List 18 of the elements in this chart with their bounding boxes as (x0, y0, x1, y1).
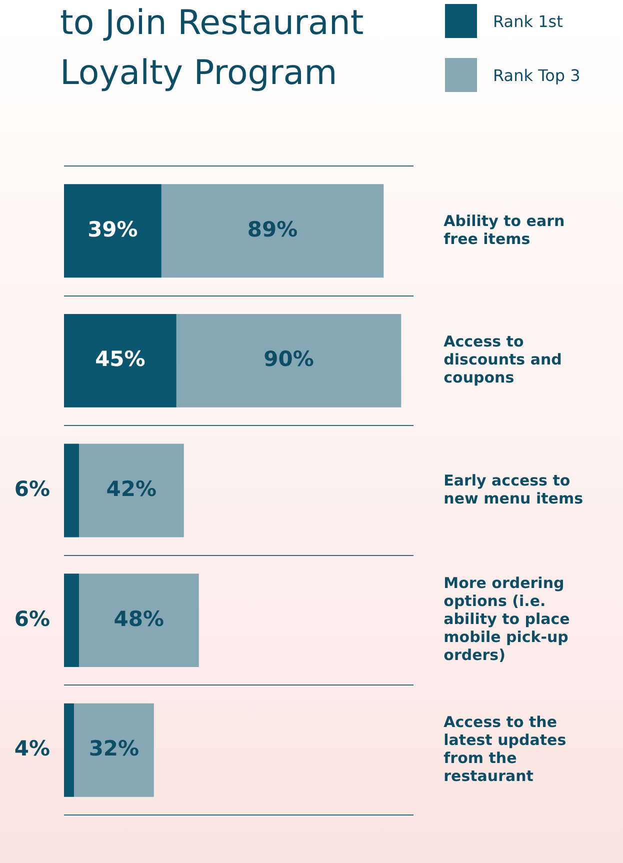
data-label: 4% (14, 736, 50, 761)
y-tick-label: Ability to earn free items (444, 212, 565, 248)
data-label: 32% (88, 736, 140, 761)
legend-label: Rank Top 3 (493, 66, 582, 84)
y-tick-label: Access to discounts and coupons (444, 332, 562, 387)
data-label: 89% (247, 217, 298, 242)
data-label: 45% (95, 347, 146, 372)
chart-title: to Join Restaurant Loyalty Program (60, 2, 365, 95)
data-label: 6% (14, 606, 50, 631)
data-label: 48% (114, 606, 164, 631)
y-tick-label: Access to the latest updates from the restaurant (444, 712, 566, 785)
data-label: 6% (14, 476, 50, 501)
y-tick-label: More ordering options (i.e. ability to place mobile pick-up orders) (444, 574, 570, 664)
data-label: 42% (106, 476, 157, 501)
data-label: 90% (264, 347, 314, 372)
data-label: 39% (88, 217, 138, 242)
legend-label: Rank 1st (493, 12, 564, 30)
y-tick-label: Early access to new menu items (444, 471, 584, 508)
